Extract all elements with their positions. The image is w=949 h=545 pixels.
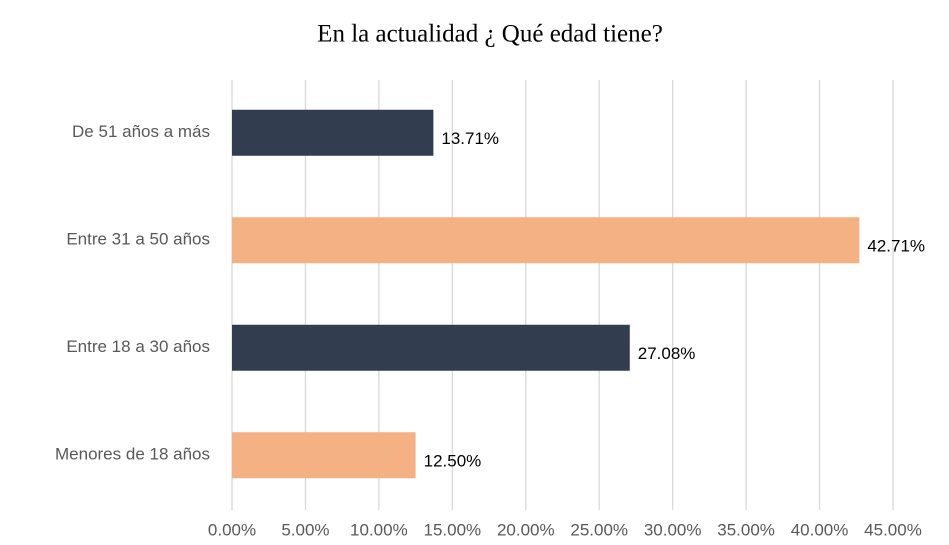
x-tick-label: 40.00% [791,520,849,539]
y-tick-label: De 51 años a más [72,122,210,141]
bar [232,109,434,156]
data-label: 27.08% [638,344,696,363]
bar [232,432,416,479]
x-tick-label: 30.00% [644,520,702,539]
chart-title: En la actualidad ¿ Qué edad tiene? [317,21,663,48]
y-tick-label: Menores de 18 años [55,445,210,464]
bar [232,324,630,371]
x-tick-label: 35.00% [717,520,775,539]
x-tick-label: 10.00% [350,520,408,539]
x-tick-label: 5.00% [281,520,329,539]
x-tick-label: 45.00% [864,520,922,539]
y-tick-label: Entre 31 a 50 años [66,230,210,249]
data-label: 12.50% [424,452,482,471]
x-tick-label: 25.00% [570,520,628,539]
x-tick-label: 20.00% [497,520,555,539]
data-label: 42.71% [867,237,925,256]
x-tick-label: 0.00% [208,520,256,539]
bar [232,217,860,264]
y-tick-label: Entre 18 a 30 años [66,337,210,356]
data-label: 13.71% [441,129,499,148]
x-tick-label: 15.00% [423,520,481,539]
